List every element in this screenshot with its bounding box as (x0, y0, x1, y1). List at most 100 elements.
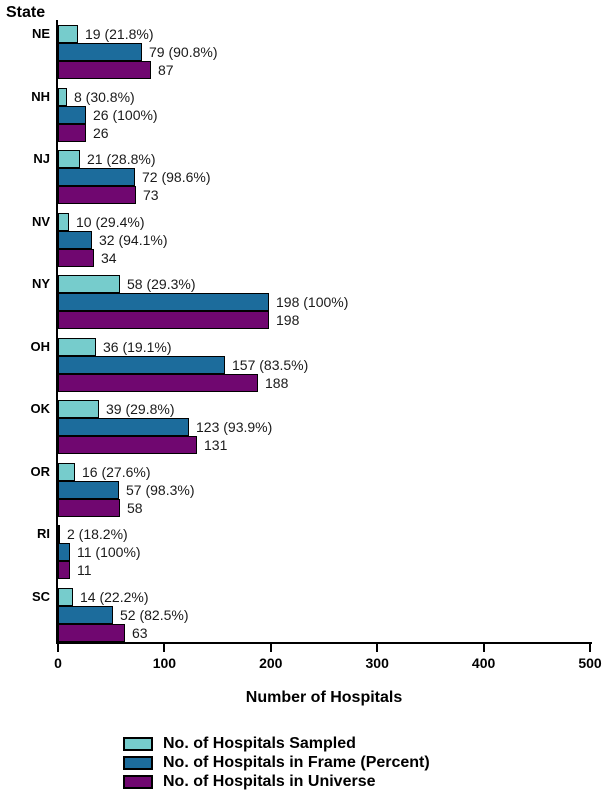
bar-value-label: 26 (93, 124, 109, 141)
x-tick-label: 0 (54, 655, 62, 671)
bar-value-label: 2 (18.2%) (67, 526, 128, 542)
bar-sampled (58, 525, 60, 543)
y-axis-title: State (6, 4, 46, 21)
x-tick (376, 644, 379, 652)
legend-label: No. of Hospitals Sampled (163, 735, 356, 752)
category-label: OR (30, 463, 51, 479)
bar-value-label: 11 (77, 562, 92, 578)
bar-row: 123 (93.9%) (58, 418, 590, 436)
x-axis-title: Number of Hospitals (245, 689, 403, 706)
x-tick (57, 644, 59, 652)
bar-sampled (58, 87, 67, 106)
bar-row: 11 (58, 561, 590, 579)
category-label: NH (31, 88, 50, 104)
bar-frame (58, 543, 70, 561)
bar-value-label: 34 (101, 249, 117, 266)
bar-value-label: 32 (94.1%) (99, 231, 168, 248)
bar-value-label: 58 (29.3%) (127, 276, 196, 292)
legend-item: No. of Hospitals in Universe (123, 774, 430, 790)
bar-value-label: 16 (27.6%) (82, 463, 151, 480)
bar-row: 10 (29.4%) (58, 212, 590, 231)
bar-value-label: 73 (143, 187, 159, 203)
x-tick (269, 644, 272, 652)
legend-swatch-universe (123, 775, 153, 789)
bar-frame (58, 480, 119, 499)
category-label: SC (31, 588, 50, 604)
bar-row: 72 (98.6%) (58, 168, 590, 186)
bar-group: 21 (28.8%) 72 (98.6%) 73 (58, 150, 590, 204)
bar-row: 198 (100%) (58, 293, 590, 311)
bar-sampled (58, 212, 69, 231)
bar-universe (58, 561, 70, 579)
bar-value-label: 58 (127, 499, 143, 516)
bar-row: 39 (29.8%) (58, 400, 590, 418)
bar-value-label: 21 (28.8%) (87, 151, 156, 167)
bar-row: 34 (58, 248, 590, 267)
legend-item: No. of Hospitals Sampled (123, 736, 430, 752)
bar-frame (58, 230, 92, 249)
bar-row: 57 (98.3%) (58, 480, 590, 499)
bar-frame (58, 355, 225, 374)
bar-row: 26 (58, 123, 590, 142)
bar-row: 188 (58, 373, 590, 392)
legend: No. of Hospitals Sampled No. of Hospitals… (123, 736, 430, 793)
x-tick (163, 644, 166, 652)
bar-group: 39 (29.8%) 123 (93.9%) 131 (58, 400, 590, 454)
bar-universe (58, 623, 125, 642)
bar-row: 2 (18.2%) (58, 525, 590, 543)
bar-universe (58, 186, 136, 204)
bar-row: 87 (58, 61, 590, 79)
bar-universe (58, 436, 197, 454)
bar-frame (58, 605, 113, 624)
bar-sampled (58, 400, 99, 418)
bar-universe (58, 61, 151, 79)
bar-value-label: 72 (98.6%) (142, 169, 211, 185)
x-tick-label: 300 (365, 655, 389, 671)
bar-row: 11 (100%) (58, 543, 590, 561)
bar-frame (58, 293, 269, 311)
x-tick-label: 200 (259, 655, 283, 671)
bar-row: 63 (58, 623, 590, 642)
bar-value-label: 198 (276, 312, 300, 328)
category-label: OH (30, 338, 51, 354)
bar-universe (58, 498, 120, 517)
bar-frame (58, 168, 135, 186)
bar-value-label: 123 (93.9%) (196, 419, 273, 435)
category-label: NJ (33, 151, 50, 166)
category-label: NE (31, 26, 50, 41)
bar-value-label: 10 (29.4%) (76, 213, 145, 230)
bar-value-label: 19 (21.8%) (85, 26, 154, 42)
bar-row: 58 (58, 498, 590, 517)
bar-value-label: 63 (132, 624, 148, 641)
bar-group: 19 (21.8%) 79 (90.8%) 87 (58, 25, 590, 79)
bar-row: 52 (82.5%) (58, 605, 590, 624)
bar-row: 8 (30.8%) (58, 87, 590, 106)
bar-value-label: 198 (100%) (276, 294, 349, 310)
bar-value-label: 39 (29.8%) (106, 401, 175, 417)
x-tick-label: 500 (578, 655, 602, 671)
bar-sampled (58, 462, 75, 481)
bar-row: 73 (58, 186, 590, 204)
bar-frame (58, 43, 142, 61)
bar-row: 14 (22.2%) (58, 587, 590, 606)
bar-universe (58, 311, 269, 329)
bar-row: 131 (58, 436, 590, 454)
category-label: NV (31, 213, 50, 229)
bar-group: 10 (29.4%) 32 (94.1%) 34 (58, 212, 590, 267)
bar-row: 36 (19.1%) (58, 337, 590, 356)
bar-sampled (58, 275, 120, 293)
category-label: RI (37, 526, 50, 541)
bar-group: 2 (18.2%) 11 (100%) 11 (58, 525, 590, 579)
bar-row: 79 (90.8%) (58, 43, 590, 61)
bar-group: 8 (30.8%) 26 (100%) 26 (58, 87, 590, 142)
bar-universe (58, 123, 86, 142)
x-tick (482, 644, 485, 652)
bar-sampled (58, 25, 78, 43)
category-label: OK (30, 401, 51, 416)
bar-value-label: 14 (22.2%) (80, 588, 149, 605)
bar-group: 16 (27.6%) 57 (98.3%) 58 (58, 462, 590, 517)
bar-value-label: 188 (265, 374, 289, 391)
y-axis-line (56, 20, 58, 644)
bar-group: 36 (19.1%) 157 (83.5%) 188 (58, 337, 590, 392)
